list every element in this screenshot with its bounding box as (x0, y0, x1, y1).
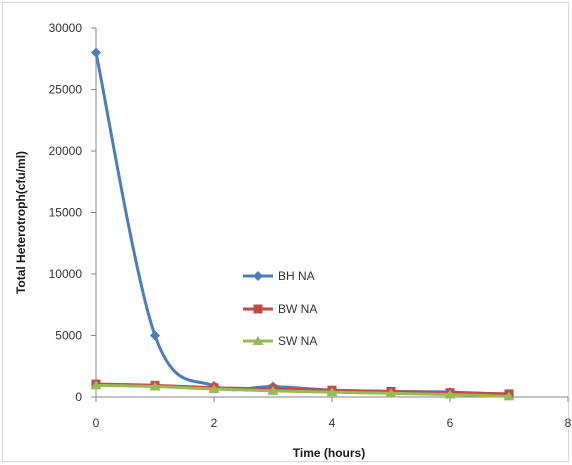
y-tick-label: 25000 (49, 83, 83, 97)
legend-item-bh-na: BH NA (243, 269, 315, 283)
legend-label: SW NA (278, 334, 317, 348)
data-point-bh-na (150, 330, 160, 341)
x-tick-label: 6 (447, 416, 454, 430)
y-tick-label: 20000 (49, 144, 83, 158)
data-point-sw-na (385, 388, 397, 398)
x-axis-title: Time (hours) (293, 446, 365, 460)
series-layer (90, 47, 515, 401)
y-tick-label: 10000 (49, 267, 83, 281)
x-tick-label: 0 (93, 416, 100, 430)
data-point-sw-na (90, 380, 102, 390)
data-point-bh-na (91, 47, 101, 58)
data-point-sw-na (208, 384, 220, 394)
data-point-sw-na (444, 389, 456, 399)
y-tick-label: 5000 (55, 329, 82, 343)
legend-label: BW NA (278, 302, 317, 316)
data-point-sw-na (149, 381, 161, 391)
legend-item-sw-na: SW NA (243, 334, 317, 348)
x-tick-label: 8 (565, 416, 572, 430)
x-tick-label: 4 (329, 416, 336, 430)
series-line-sw-na (95, 383, 510, 398)
data-point-sw-na (326, 387, 338, 397)
series-sw-na (90, 380, 515, 401)
legend-item-bw-na: BW NA (243, 302, 317, 316)
legend-marker (253, 271, 263, 281)
legend-marker (252, 336, 264, 345)
axes: 0 5000 10000 15000 20000 25000 30000 0 2 4 6 8 (49, 21, 572, 430)
legend-label: BH NA (278, 269, 315, 283)
legend: BH NA BW NA SW NA (243, 269, 317, 348)
x-tick-label: 2 (211, 416, 218, 430)
y-tick-label: 0 (75, 390, 82, 404)
y-tick-label: 30000 (49, 21, 83, 35)
y-axis-title: Total Heterotroph(cfu/ml) (14, 151, 28, 294)
data-point-sw-na (267, 385, 279, 395)
legend-marker (253, 304, 263, 314)
y-tick-label: 15000 (49, 206, 83, 220)
data-point-sw-na (503, 391, 515, 401)
